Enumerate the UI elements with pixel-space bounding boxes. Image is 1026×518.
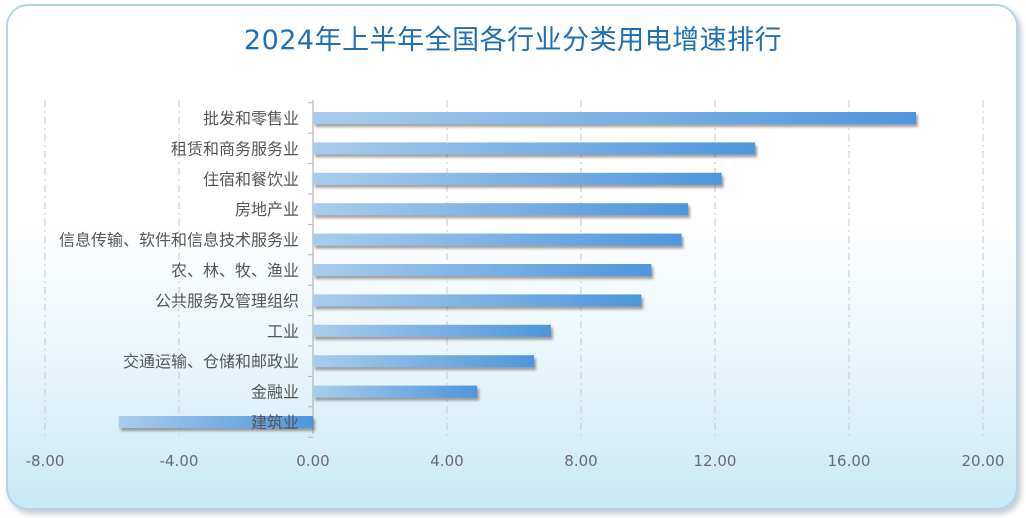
bar-6: [313, 294, 642, 307]
x-tick-label-0: -8.00: [26, 452, 65, 470]
category-label-5: 农、林、牧、渔业: [171, 261, 299, 280]
bar-9: [313, 385, 478, 398]
bar-0: [313, 112, 916, 124]
category-label-1: 租赁和商务服务业: [171, 139, 299, 158]
x-tick-label-2: 0.00: [296, 452, 329, 470]
x-tick-label-7: 20.00: [962, 452, 1005, 470]
bar-3: [313, 203, 689, 216]
x-tick-label-6: 16.00: [828, 452, 871, 470]
category-label-7: 工业: [267, 322, 299, 341]
category-label-8: 交通运输、仓储和邮政业: [123, 352, 299, 371]
bar-8: [313, 355, 535, 368]
chart-title: 2024年上半年全国各行业分类用电增速排行: [243, 25, 783, 56]
x-tick-label-5: 12.00: [694, 452, 737, 470]
bar-10: [118, 416, 313, 428]
bar-5: [313, 264, 652, 276]
category-label-2: 住宿和餐饮业: [203, 170, 299, 189]
x-tick-label-1: -4.00: [160, 452, 199, 470]
x-tick-label-3: 4.00: [430, 452, 463, 470]
bar-4: [313, 233, 682, 246]
category-label-4: 信息传输、软件和信息技术服务业: [59, 231, 299, 250]
category-label-9: 金融业: [251, 383, 299, 402]
category-label-0: 批发和零售业: [203, 109, 299, 128]
bar-1: [313, 142, 756, 155]
bar-2: [313, 172, 722, 185]
bar-7: [313, 324, 551, 337]
category-label-3: 房地产业: [235, 200, 299, 219]
category-label-10: 建筑业: [251, 413, 299, 432]
x-tick-label-4: 8.00: [564, 452, 597, 470]
category-label-6: 公共服务及管理组织: [155, 291, 299, 310]
